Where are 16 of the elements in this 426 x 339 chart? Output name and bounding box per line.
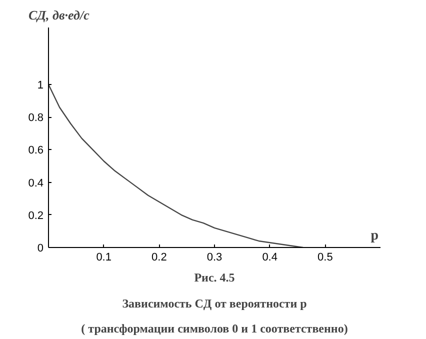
y-tick-label: 1 bbox=[37, 80, 44, 92]
x-tick-label: 0.3 bbox=[206, 252, 222, 264]
text: Рис. 4.5 bbox=[194, 270, 235, 284]
x-tick-label: 0.4 bbox=[262, 252, 278, 264]
y-tick-label: 0.6 bbox=[28, 144, 44, 157]
x-tick-label: 0.1 bbox=[96, 252, 112, 264]
x-tick-label: 0.2 bbox=[152, 252, 167, 264]
y-tick-label: 0.8 bbox=[28, 112, 44, 124]
text: ( трансформации символов 0 и 1 соответственно) bbox=[81, 322, 348, 336]
x-tick-label: 0.5 bbox=[318, 252, 333, 264]
text: Зависимость CД от вероятности p bbox=[122, 296, 308, 310]
y-tick-label: 0 bbox=[37, 242, 44, 254]
y-tick-label: 0.2 bbox=[28, 210, 44, 222]
y-tick-label: 0.4 bbox=[28, 177, 44, 190]
y-axis-title: CД, дв·ед/с bbox=[28, 8, 90, 22]
x-axis-title: p bbox=[370, 228, 379, 244]
